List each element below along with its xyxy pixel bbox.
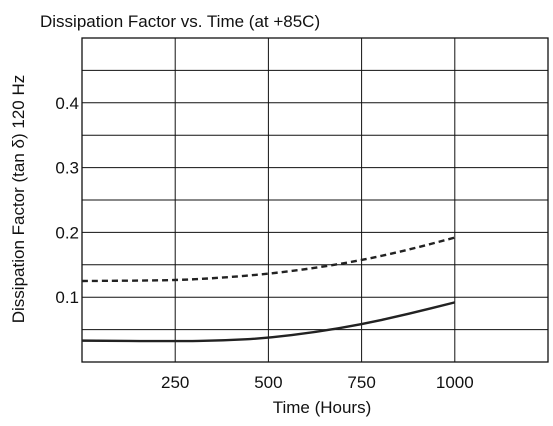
x-tick-label: 500 <box>254 373 282 392</box>
x-axis-label: Time (Hours) <box>273 398 372 417</box>
x-tick-label: 1000 <box>436 373 474 392</box>
x-tick-label: 250 <box>161 373 189 392</box>
y-tick-label: 0.1 <box>55 288 79 307</box>
x-tick-labels: 250 500 750 1000 <box>161 373 474 392</box>
y-axis-label: Dissipation Factor (tan δ) 120 Hz <box>9 75 28 324</box>
y-tick-labels: 0.1 0.2 0.3 0.4 <box>55 94 79 307</box>
y-tick-label: 0.4 <box>55 94 79 113</box>
series-line-dashed <box>81 236 456 283</box>
y-tick-label: 0.2 <box>55 223 79 242</box>
plot-frame <box>81 37 549 363</box>
chart-title: Dissipation Factor vs. Time (at +85C) <box>40 12 320 31</box>
y-tick-label: 0.3 <box>55 159 79 178</box>
series-layer <box>81 236 456 343</box>
grid <box>82 38 548 362</box>
x-tick-label: 750 <box>347 373 375 392</box>
series-line-solid <box>81 301 456 343</box>
